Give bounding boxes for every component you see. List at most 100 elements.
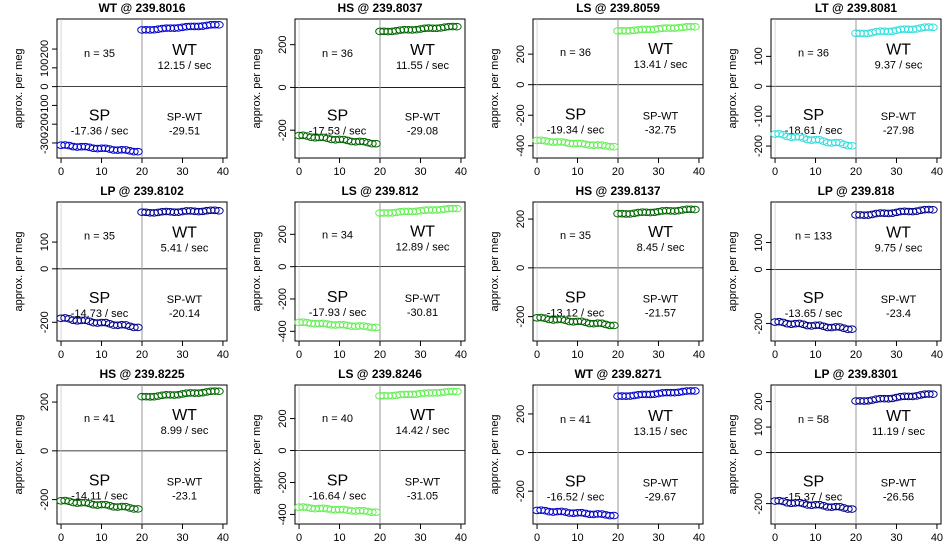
x-tick-label: 20 — [374, 532, 386, 544]
y-axis-label: approx. per meg — [251, 414, 263, 494]
x-tick-label: 30 — [890, 349, 902, 361]
y-tick-label: 0 — [277, 447, 289, 453]
x-tick-label: 20 — [374, 166, 386, 178]
wt-rate-label: 14.42 / sec — [396, 425, 450, 437]
y-tick-label: -100 — [753, 105, 765, 127]
n-count-label: n = 40 — [322, 413, 353, 425]
data-point-sp — [588, 141, 599, 150]
n-count-label: n = 35 — [560, 230, 591, 242]
sp-rate-label: -17.53 / sec — [309, 126, 367, 138]
wt-label: WT — [648, 41, 673, 58]
wt-rate-label: 11.55 / sec — [396, 60, 449, 72]
x-tick-label: 40 — [693, 166, 705, 178]
data-point-sp — [564, 139, 575, 148]
y-tick-label: -100 — [39, 94, 51, 116]
data-point-ref — [661, 24, 672, 32]
y-tick-label: 100 — [39, 233, 51, 251]
sp-label: SP — [565, 289, 586, 306]
sp-label: SP — [565, 473, 586, 490]
data-point-sp — [68, 498, 78, 507]
data-point-sp — [584, 141, 595, 149]
y-tick-label: -200 — [753, 135, 765, 157]
data-point-sp — [568, 139, 579, 148]
y-axis-label: approx. per meg — [489, 48, 501, 128]
y-axis-label: approx. per meg — [251, 231, 263, 311]
n-count-label: n = 36 — [798, 48, 829, 60]
chart-title: LS @ 239.812 — [341, 184, 418, 198]
x-tick-label: 10 — [571, 166, 583, 178]
data-point-sp — [129, 323, 139, 332]
data-point-sp — [346, 137, 357, 146]
data-point-ref — [137, 26, 147, 34]
sp-label: SP — [803, 290, 824, 307]
y-tick-label: 100 — [753, 47, 765, 65]
y-axis-label: approx. per meg — [727, 414, 739, 494]
data-point-sp — [306, 504, 316, 513]
sp-wt-diff-label: -20.14 — [169, 308, 200, 320]
wt-label: WT — [410, 223, 435, 240]
chart-3-svg: LS @ 239.8059 0 10 20 30 40 -400 -200 0 200 approx… — [489, 1, 705, 178]
y-tick-label: 0 — [515, 265, 527, 271]
chart-panel-7: HS @ 239.8137 0 10 20 30 40 -200 0 200 approx. pe… — [476, 183, 708, 363]
x-tick-label: 10 — [333, 166, 345, 178]
x-tick-label: 30 — [414, 532, 426, 544]
data-point-ref — [448, 387, 458, 396]
x-tick-label: 40 — [455, 532, 467, 544]
data-point-sp — [847, 142, 857, 150]
y-tick-label: -200 — [277, 288, 289, 310]
wt-label: WT — [648, 224, 673, 241]
data-point-ref — [444, 387, 454, 396]
data-point-ref — [419, 206, 430, 215]
data-point-ref — [924, 205, 934, 214]
wt-label: WT — [886, 42, 911, 59]
y-tick-label: -400 — [277, 503, 289, 525]
chart-panel-1: WT @ 239.8016 0 10 20 30 40 -300 -200 -100 0 100 20… — [0, 0, 232, 180]
data-point-ref — [452, 204, 462, 213]
data-point-ref — [141, 26, 151, 34]
data-point-sp — [367, 323, 377, 332]
chart-panel-5: LP @ 239.8102 0 10 20 30 40 -200 0 100 approx. pe… — [0, 183, 232, 363]
data-point-sp — [544, 315, 554, 324]
wt-rate-label: 9.37 / sec — [875, 60, 923, 72]
data-point-ref — [924, 23, 934, 31]
sp-rate-label: -18.61 / sec — [785, 125, 843, 137]
y-tick-label: 200 — [39, 40, 51, 58]
sp-label: SP — [803, 473, 824, 490]
data-point-ref — [379, 391, 389, 400]
data-point-sp — [609, 142, 619, 151]
y-tick-label: -200 — [39, 489, 51, 511]
wt-rate-label: 11.19 / sec — [872, 426, 925, 438]
sp-label: SP — [89, 472, 110, 489]
y-tick-label: -200 — [277, 471, 289, 493]
chart-8-svg: LP @ 239.818 0 10 20 30 40 -200 0 100 approx. per… — [727, 184, 943, 361]
chart-title: LS @ 239.8246 — [338, 367, 422, 381]
chart-panel-11: WT @ 239.8271 0 10 20 30 40 -200 0 200 approx. pe… — [476, 366, 708, 546]
y-tick-label: -200 — [515, 306, 527, 328]
data-point-ref — [920, 205, 930, 214]
data-point-ref — [375, 392, 385, 400]
chart-title: WT @ 239.8016 — [98, 1, 185, 15]
data-point-ref — [682, 387, 692, 395]
data-point-ref — [403, 390, 414, 399]
y-tick-label: 100 — [753, 418, 765, 436]
y-tick-label: 0 — [753, 450, 765, 456]
y-axis-label: approx. per meg — [489, 231, 501, 311]
y-tick-label: -200 — [39, 311, 51, 333]
y-tick-label: 200 — [277, 225, 289, 243]
data-point-ref — [444, 22, 454, 31]
wt-rate-label: 13.15 / sec — [634, 426, 688, 438]
data-point-ref — [423, 206, 434, 214]
x-tick-label: 0 — [296, 532, 302, 544]
data-point-sp — [371, 508, 381, 517]
x-tick-label: 40 — [931, 166, 943, 178]
data-point-ref — [928, 23, 938, 32]
chart-title: LT @ 239.8081 — [815, 1, 898, 15]
y-axis-label: approx. per meg — [489, 414, 501, 494]
wt-rate-label: 9.75 / sec — [875, 243, 923, 255]
wt-rate-label: 13.41 / sec — [634, 59, 688, 71]
y-tick-label: 0 — [515, 82, 527, 88]
data-point-ref — [641, 208, 652, 217]
y-tick-label: 0 — [753, 266, 765, 272]
data-point-sp — [826, 139, 837, 147]
